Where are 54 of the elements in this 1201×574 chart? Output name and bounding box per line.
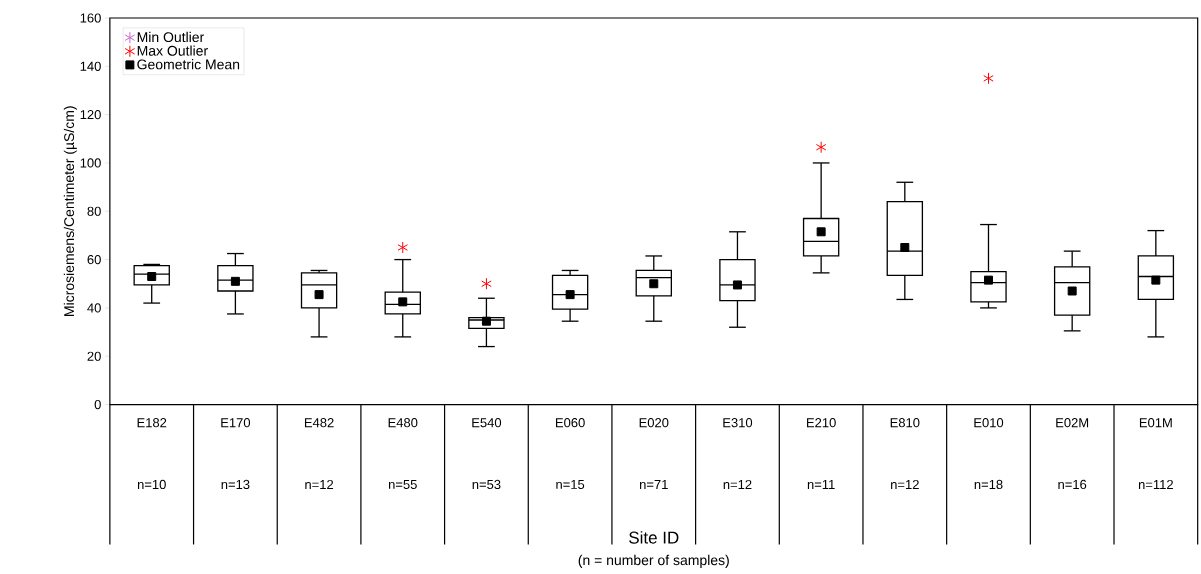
point bbox=[230, 276, 240, 286]
point bbox=[984, 275, 993, 285]
x-tick-label: E060 bbox=[556, 417, 585, 428]
text: n=18 bbox=[974, 479, 1003, 489]
y-axis-title: Microsiemens/Centimeter (µS/cm) bbox=[63, 106, 77, 316]
x-tick-label: E010 bbox=[974, 417, 1004, 428]
point bbox=[314, 289, 324, 299]
x-tick-label: E01M bbox=[1139, 417, 1172, 428]
x-tick-label: E210 bbox=[807, 417, 836, 428]
legend-label: Min Outlier bbox=[137, 31, 204, 42]
y-tick-label: 40 bbox=[87, 303, 101, 313]
text: n=12 bbox=[891, 479, 919, 489]
legend-label: Geometric Mean bbox=[137, 58, 240, 70]
text: (n = number of samples) bbox=[578, 554, 729, 568]
x-tick-label: E02M bbox=[1056, 417, 1089, 428]
text: n=15 bbox=[556, 479, 585, 489]
x-tick-label: E182 bbox=[137, 417, 167, 428]
text: n=12 bbox=[305, 479, 334, 489]
text: n=71 bbox=[640, 479, 668, 489]
text: Site ID bbox=[629, 531, 679, 544]
point bbox=[1067, 286, 1077, 296]
x-tick-label: E020 bbox=[639, 417, 669, 428]
x-tick-label: E540 bbox=[472, 417, 502, 428]
text: n=10 bbox=[137, 479, 166, 489]
text: n=13 bbox=[221, 479, 250, 489]
x-tick-label: E310 bbox=[723, 417, 753, 428]
y-tick-label: 0 bbox=[94, 399, 101, 409]
point bbox=[732, 280, 742, 290]
point bbox=[147, 271, 157, 281]
point bbox=[481, 316, 491, 326]
y-tick-label: 120 bbox=[80, 109, 101, 120]
y-tick-label: 160 bbox=[80, 13, 101, 23]
x-tick-label: E170 bbox=[221, 417, 251, 428]
text: n=112 bbox=[1138, 479, 1173, 489]
point bbox=[816, 227, 826, 237]
point bbox=[900, 242, 910, 252]
x-tick-label: E480 bbox=[388, 417, 418, 428]
text: n=11 bbox=[807, 479, 835, 489]
text: n=55 bbox=[388, 479, 417, 489]
text: n=53 bbox=[472, 479, 501, 489]
point bbox=[565, 289, 575, 299]
point bbox=[398, 297, 408, 307]
x-tick-label: E810 bbox=[890, 417, 920, 428]
y-tick-label: 140 bbox=[80, 61, 101, 71]
text: n=12 bbox=[723, 479, 752, 489]
y-tick-label: 100 bbox=[80, 158, 101, 168]
x-tick-label: E482 bbox=[304, 417, 334, 428]
point bbox=[1151, 275, 1161, 285]
y-tick-label: 20 bbox=[87, 351, 101, 361]
text: n=16 bbox=[1058, 479, 1087, 489]
point bbox=[649, 279, 659, 289]
legend-label: Max Outlier bbox=[137, 45, 208, 56]
y-tick-label: 60 bbox=[87, 254, 101, 265]
y-tick-label: 80 bbox=[87, 206, 101, 216]
